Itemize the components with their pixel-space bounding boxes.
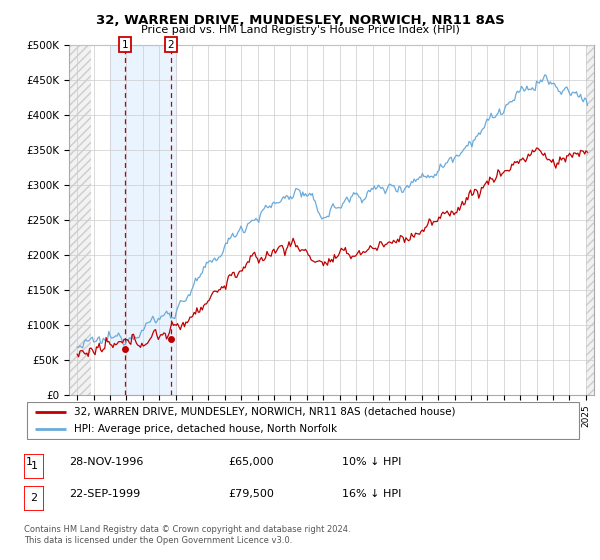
Text: £79,500: £79,500 — [228, 489, 274, 499]
Text: 2: 2 — [168, 40, 175, 50]
Bar — [110, 45, 176, 395]
Text: 16% ↓ HPI: 16% ↓ HPI — [342, 489, 401, 499]
Text: 22-SEP-1999: 22-SEP-1999 — [69, 489, 140, 499]
Text: Price paid vs. HM Land Registry's House Price Index (HPI): Price paid vs. HM Land Registry's House … — [140, 25, 460, 35]
Text: 1: 1 — [26, 457, 33, 467]
Text: 32, WARREN DRIVE, MUNDESLEY, NORWICH, NR11 8AS (detached house): 32, WARREN DRIVE, MUNDESLEY, NORWICH, NR… — [74, 407, 456, 417]
Text: £65,000: £65,000 — [228, 457, 274, 467]
Text: Contains HM Land Registry data © Crown copyright and database right 2024.
This d: Contains HM Land Registry data © Crown c… — [24, 525, 350, 545]
Bar — [69, 45, 91, 395]
Text: 1: 1 — [122, 40, 128, 50]
Bar — [586, 45, 594, 395]
Text: HPI: Average price, detached house, North Norfolk: HPI: Average price, detached house, Nort… — [74, 424, 337, 435]
FancyBboxPatch shape — [27, 402, 579, 439]
Text: 10% ↓ HPI: 10% ↓ HPI — [342, 457, 401, 467]
Text: 32, WARREN DRIVE, MUNDESLEY, NORWICH, NR11 8AS: 32, WARREN DRIVE, MUNDESLEY, NORWICH, NR… — [95, 14, 505, 27]
Text: 1: 1 — [31, 461, 37, 471]
Text: 2: 2 — [31, 493, 37, 503]
FancyBboxPatch shape — [24, 486, 44, 511]
FancyBboxPatch shape — [24, 454, 44, 479]
Text: 28-NOV-1996: 28-NOV-1996 — [69, 457, 143, 467]
